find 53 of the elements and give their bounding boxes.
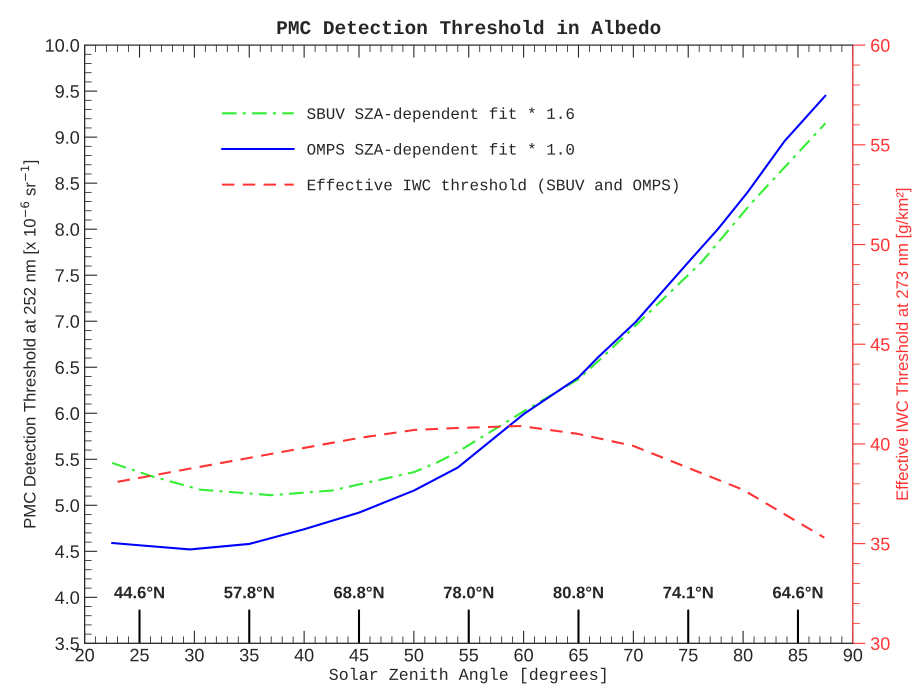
y-tick-label: 5.0 — [55, 499, 80, 512]
y2-tick-label: 55 — [870, 138, 890, 152]
y-tick-label: 5.5 — [55, 453, 80, 466]
annotation: 78.0°N — [444, 586, 494, 598]
y-tick-label: 9.5 — [56, 85, 80, 98]
x-tick-label: 45 — [349, 648, 368, 662]
legend-label: SBUV SZA-dependent fit * 1.6 — [307, 107, 574, 122]
y-tick-label: 6.5 — [56, 361, 80, 374]
x-tick-label: 60 — [514, 648, 533, 662]
y-tick-label: 8.5 — [55, 177, 80, 190]
line-series — [116, 424, 826, 539]
y-tick-label: 3.5 — [55, 637, 80, 650]
x-tick-label: 85 — [788, 648, 808, 662]
annotation: 74.1°N — [663, 586, 713, 598]
y-tick-label: 6.0 — [56, 407, 80, 420]
y-tick-label: 10.0 — [46, 39, 80, 52]
y2-tick-label: 40 — [870, 438, 890, 451]
y-tick-label: 4.5 — [55, 545, 80, 558]
y2-tick-label: 50 — [870, 238, 890, 252]
x-tick-label: 50 — [404, 648, 424, 662]
annotation: 80.8°N — [553, 586, 603, 598]
y-tick-label: 7.0 — [56, 315, 80, 328]
x-tick-label: 75 — [679, 648, 698, 662]
legend-label: OMPS SZA-dependent fit * 1.0 — [307, 142, 574, 158]
y-tick-label: 4.0 — [55, 591, 80, 604]
y2-tick-label: 35 — [870, 538, 890, 550]
y2-tick-label: 45 — [870, 338, 890, 351]
x-tick-label: 25 — [130, 648, 149, 662]
x-axis-title: Solar Zenith Angle [degrees] — [329, 668, 606, 684]
line-series — [111, 122, 826, 496]
x-tick-label: 65 — [569, 648, 588, 662]
y-tick-label: 7.5 — [56, 269, 80, 282]
line-series — [111, 94, 826, 551]
y2-tick-label: 60 — [871, 39, 890, 52]
chart-title: PMC Detection Threshold in Albedo — [277, 20, 660, 34]
annotation: 68.8°N — [334, 586, 384, 598]
y2-tick-label: 30 — [870, 637, 890, 650]
y2-axis-title: Effective IWC Threshold at 273 nm [g/km²] — [896, 188, 912, 500]
y-tick-label: 9.0 — [56, 131, 80, 144]
annotation: 64.6°N — [773, 586, 822, 598]
x-tick-label: 20 — [76, 648, 94, 662]
x-tick-label: 80 — [734, 648, 752, 662]
x-tick-label: 40 — [294, 648, 314, 662]
y-axis-title: PMC Detection Threshold at 252 nm [x 10$^{−6}$ sr$^{−1}$] — [20, 160, 39, 528]
x-tick-label: 90 — [844, 648, 862, 662]
annotation: 57.8°N — [224, 586, 274, 598]
x-tick-label: 30 — [185, 648, 204, 662]
x-tick-label: 55 — [459, 648, 478, 662]
x-tick-label: 70 — [624, 648, 643, 662]
annotation: 44.6°N — [114, 586, 164, 598]
x-tick-label: 35 — [240, 648, 259, 662]
legend-label: Effective IWC threshold (SBUV and OMPS) — [308, 178, 678, 194]
y-tick-label: 8.0 — [55, 223, 80, 236]
